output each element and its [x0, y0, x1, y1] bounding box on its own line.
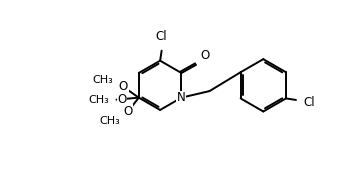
Text: Cl: Cl — [156, 30, 168, 43]
Text: CH₃: CH₃ — [100, 116, 121, 126]
Text: Cl: Cl — [303, 96, 315, 109]
Text: CH₃: CH₃ — [89, 95, 110, 105]
Text: CH₃: CH₃ — [93, 75, 113, 85]
Text: O: O — [201, 49, 210, 62]
Text: N: N — [177, 91, 186, 104]
Text: O: O — [119, 80, 128, 93]
Text: O: O — [123, 105, 132, 118]
Text: O: O — [117, 93, 126, 106]
